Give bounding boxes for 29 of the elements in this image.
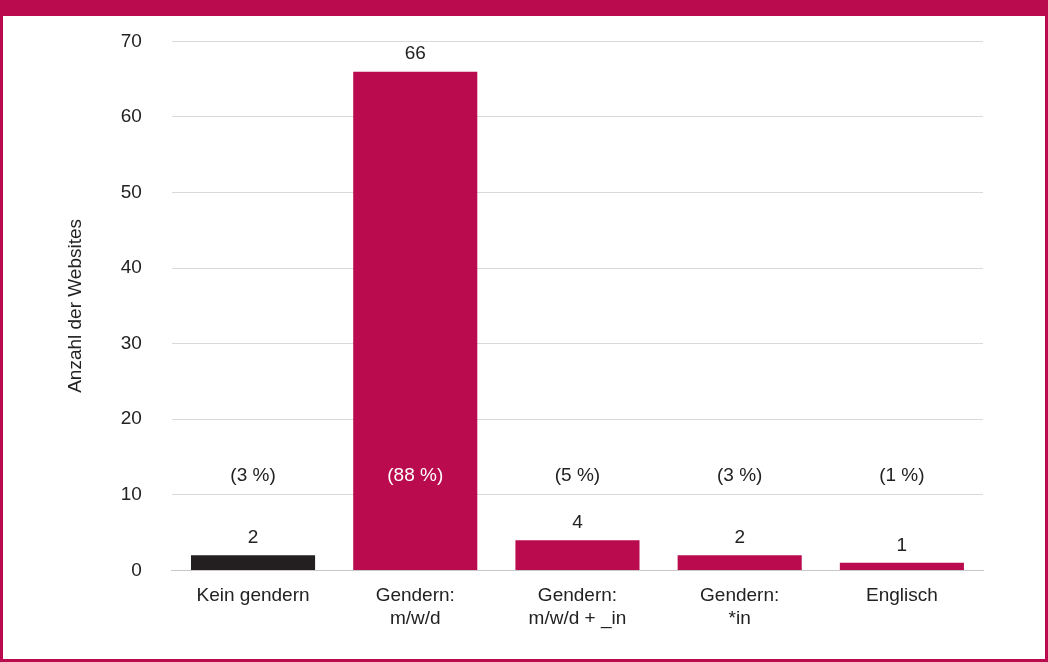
annotation: (1 %)	[879, 463, 925, 485]
y-tick-label: 30	[120, 331, 142, 353]
annotation: (3 %)	[230, 463, 276, 485]
bar	[515, 540, 640, 570]
x-tick-label: Englisch	[865, 584, 938, 606]
y-tick-label: 70	[120, 29, 142, 51]
bar	[190, 555, 316, 570]
annotation: (3 %)	[716, 463, 763, 485]
x-tick-label: Gendern: m/w/d + _in	[528, 584, 627, 629]
bar	[353, 71, 478, 570]
x-tick-label: Kein gendern	[196, 584, 310, 606]
y-tick-label: 60	[120, 105, 142, 127]
x-tick-label: Gendern: m/w/d	[375, 584, 455, 628]
y-axis-title: Anzahl der Websites	[63, 218, 85, 393]
y-tick-label: 10	[120, 483, 142, 505]
data-label: 4	[572, 510, 584, 532]
y-tick-label: 50	[120, 180, 142, 202]
data-label: 1	[896, 533, 908, 555]
bar	[677, 555, 802, 570]
annotation: (5 %)	[554, 463, 601, 485]
annotation: (88 %)	[387, 463, 444, 485]
data-label: 66	[404, 42, 426, 64]
y-tick-label: 40	[120, 256, 142, 278]
y-tick-label: 0	[131, 558, 142, 580]
y-tick-label: 20	[120, 407, 142, 429]
x-tick-label: Gendern: *in	[700, 584, 780, 628]
data-label: 2	[734, 526, 745, 548]
bar	[839, 562, 964, 570]
data-label: 2	[247, 526, 259, 548]
